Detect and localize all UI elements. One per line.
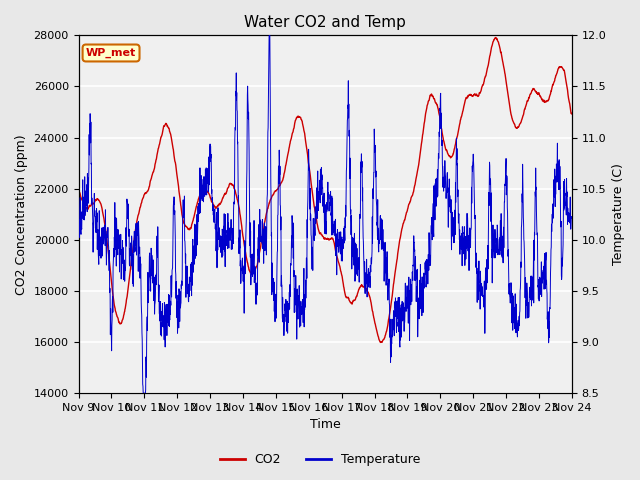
X-axis label: Time: Time xyxy=(310,419,340,432)
Legend: CO2, Temperature: CO2, Temperature xyxy=(214,448,426,471)
Text: WP_met: WP_met xyxy=(86,48,136,58)
Title: Water CO2 and Temp: Water CO2 and Temp xyxy=(244,15,406,30)
Y-axis label: Temperature (C): Temperature (C) xyxy=(612,163,625,265)
Y-axis label: CO2 Concentration (ppm): CO2 Concentration (ppm) xyxy=(15,134,28,295)
